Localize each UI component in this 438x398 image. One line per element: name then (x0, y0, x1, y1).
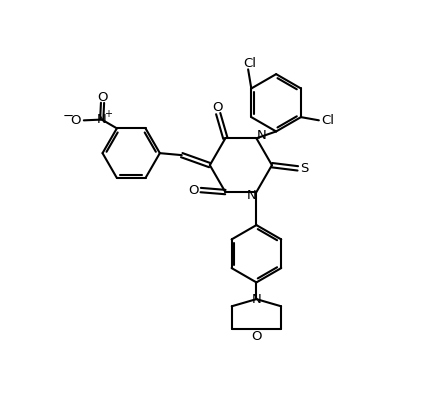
Text: N: N (251, 293, 261, 306)
Text: O: O (212, 101, 223, 114)
Text: O: O (70, 114, 80, 127)
Text: N: N (257, 129, 266, 142)
Text: N: N (246, 189, 256, 202)
Text: Cl: Cl (244, 57, 257, 70)
Text: O: O (251, 330, 261, 343)
Text: O: O (97, 91, 108, 104)
Text: O: O (188, 183, 199, 197)
Text: Cl: Cl (321, 114, 334, 127)
Text: S: S (300, 162, 308, 175)
Text: −: − (62, 110, 74, 123)
Text: +: + (104, 109, 112, 119)
Text: N: N (97, 113, 106, 126)
